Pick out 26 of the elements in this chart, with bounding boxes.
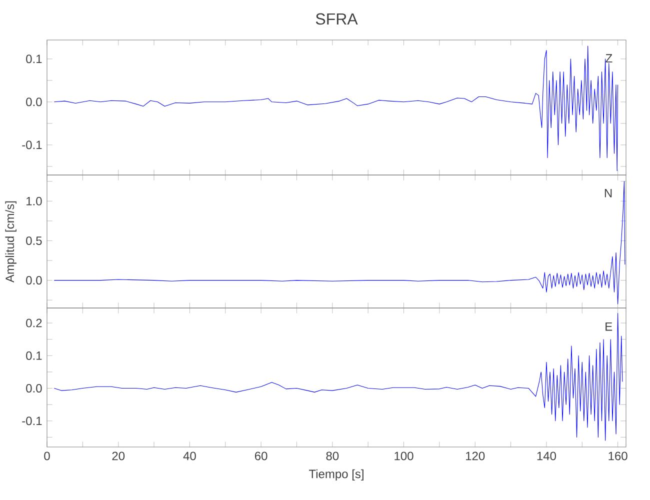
x-tick-label: 100 (394, 452, 414, 460)
y-tick-label: 0.0 (26, 384, 42, 393)
x-tick-label: 80 (326, 452, 339, 460)
annotation: N (604, 189, 612, 198)
annotation: E (606, 322, 612, 331)
y-axis-title: Amplitud [cm/s] (5, 201, 16, 282)
y-tick-label: 0.0 (26, 98, 42, 106)
y-tick-label: 0.5 (26, 236, 42, 245)
y-tick-label: 1.0 (26, 196, 42, 206)
x-tick-label: 120 (466, 452, 485, 460)
x-axis-title: Tiempo [s] (308, 469, 364, 481)
line-series (54, 46, 618, 171)
y-tick-label: 0.1 (26, 54, 42, 64)
annotation: Z (606, 54, 612, 62)
x-tick-label: 160 (608, 452, 628, 460)
x-tick-label: 140 (537, 452, 556, 460)
y-tick-label: 0.0 (26, 276, 42, 285)
x-tick-label: 0 (44, 452, 50, 460)
y-tick-label: 0.2 (26, 318, 42, 328)
chart-title: SFRA (316, 13, 358, 25)
x-tick-label: 60 (254, 452, 268, 460)
x-tick-label: 40 (183, 452, 196, 460)
y-tick-label: -0.1 (22, 140, 42, 150)
y-tick-label: -0.1 (22, 416, 42, 426)
y-tick-label: 0.1 (26, 351, 42, 360)
x-tick-label: 20 (112, 452, 125, 460)
